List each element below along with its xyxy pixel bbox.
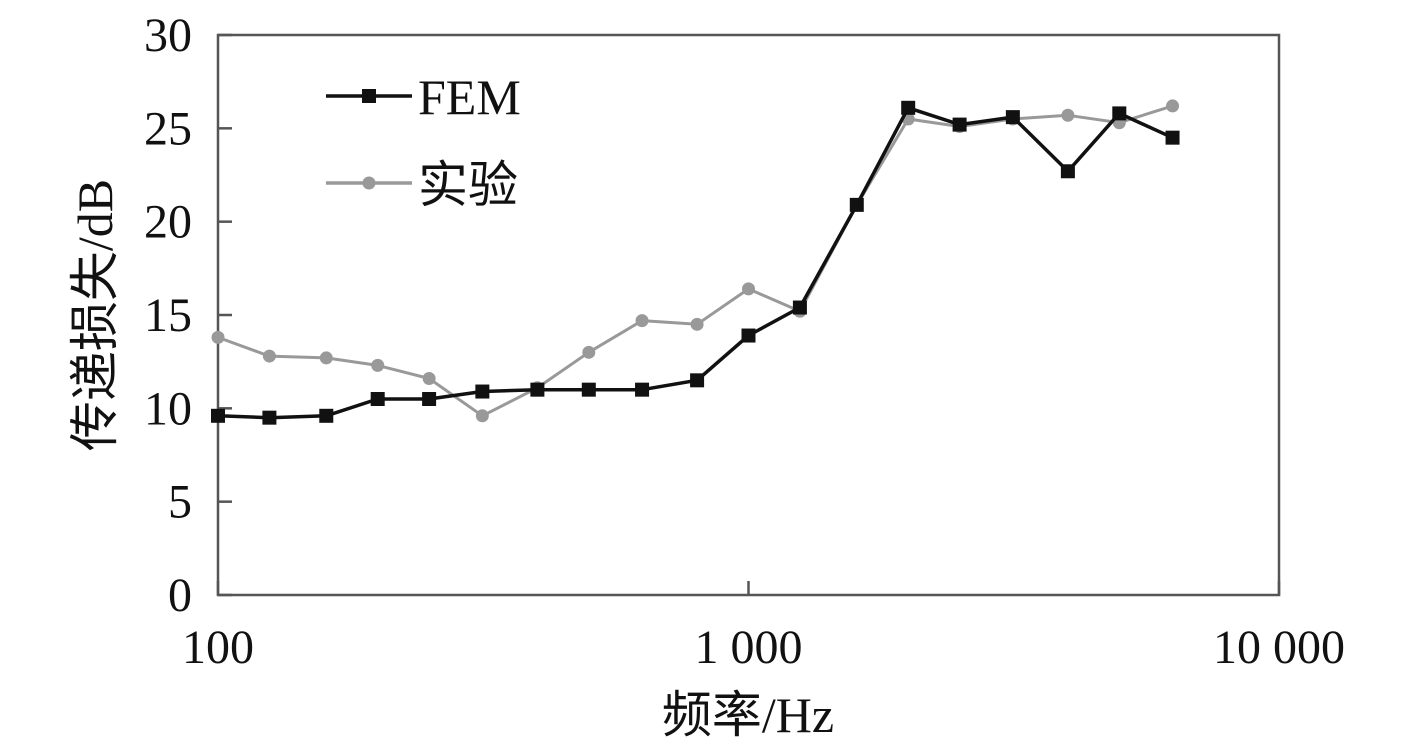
ticks-layer: 0 5 10 15 20 25 30 100 1 000 10 000 bbox=[144, 9, 1345, 674]
data-point-fem bbox=[635, 382, 650, 397]
data-point-experiment bbox=[1061, 108, 1075, 122]
legend: FEM 实验 bbox=[326, 69, 521, 213]
x-axis-title: 频率/Hz bbox=[662, 687, 834, 743]
data-point-fem bbox=[1060, 164, 1075, 179]
data-point-fem bbox=[319, 408, 334, 423]
data-point-fem bbox=[475, 384, 490, 399]
y-tick-label: 0 bbox=[168, 569, 192, 622]
data-point-experiment bbox=[319, 351, 333, 365]
data-point-fem bbox=[211, 408, 225, 423]
x-tick-label: 100 bbox=[182, 621, 254, 674]
y-tick-label: 30 bbox=[144, 9, 192, 62]
data-point-fem bbox=[1005, 110, 1020, 125]
y-tick-label: 20 bbox=[144, 196, 192, 249]
legend-marker-experiment bbox=[362, 176, 376, 190]
series-fem bbox=[211, 100, 1180, 425]
data-point-fem bbox=[690, 373, 705, 388]
data-point-fem bbox=[792, 300, 807, 315]
legend-label-experiment: 实验 bbox=[418, 157, 518, 213]
data-point-experiment bbox=[211, 330, 225, 344]
data-point-fem bbox=[741, 328, 756, 343]
y-axis-title: 传递损失/dB bbox=[67, 179, 123, 451]
data-point-fem bbox=[952, 117, 967, 132]
data-point-fem bbox=[581, 382, 596, 397]
series-layer bbox=[211, 99, 1180, 425]
legend-label-fem: FEM bbox=[418, 69, 521, 125]
data-point-fem bbox=[1112, 106, 1127, 121]
data-point-fem bbox=[262, 410, 277, 425]
y-tick-label: 25 bbox=[144, 102, 192, 155]
data-point-experiment bbox=[371, 358, 385, 372]
data-point-experiment bbox=[1166, 99, 1180, 113]
data-point-experiment bbox=[742, 282, 755, 296]
data-point-experiment bbox=[475, 409, 489, 423]
series-line-experiment bbox=[217, 104, 1174, 418]
series-line-fem bbox=[217, 106, 1174, 420]
legend-marker-fem bbox=[362, 89, 376, 103]
data-point-fem bbox=[1165, 130, 1180, 145]
data-point-experiment bbox=[690, 317, 704, 331]
data-point-fem bbox=[530, 382, 545, 397]
data-point-fem bbox=[422, 392, 437, 406]
data-point-experiment bbox=[262, 349, 276, 363]
y-tick-label: 5 bbox=[168, 476, 192, 529]
data-point-fem bbox=[370, 392, 385, 406]
data-point-fem bbox=[849, 197, 864, 212]
x-tick-label: 1 000 bbox=[695, 621, 803, 674]
y-tick-label: 10 bbox=[144, 382, 192, 435]
data-point-experiment bbox=[635, 314, 649, 328]
data-point-experiment bbox=[582, 345, 596, 359]
data-point-experiment bbox=[422, 371, 436, 385]
data-point-fem bbox=[901, 100, 916, 115]
y-tick-label: 15 bbox=[144, 289, 192, 342]
x-tick-label: 10 000 bbox=[1213, 621, 1345, 674]
